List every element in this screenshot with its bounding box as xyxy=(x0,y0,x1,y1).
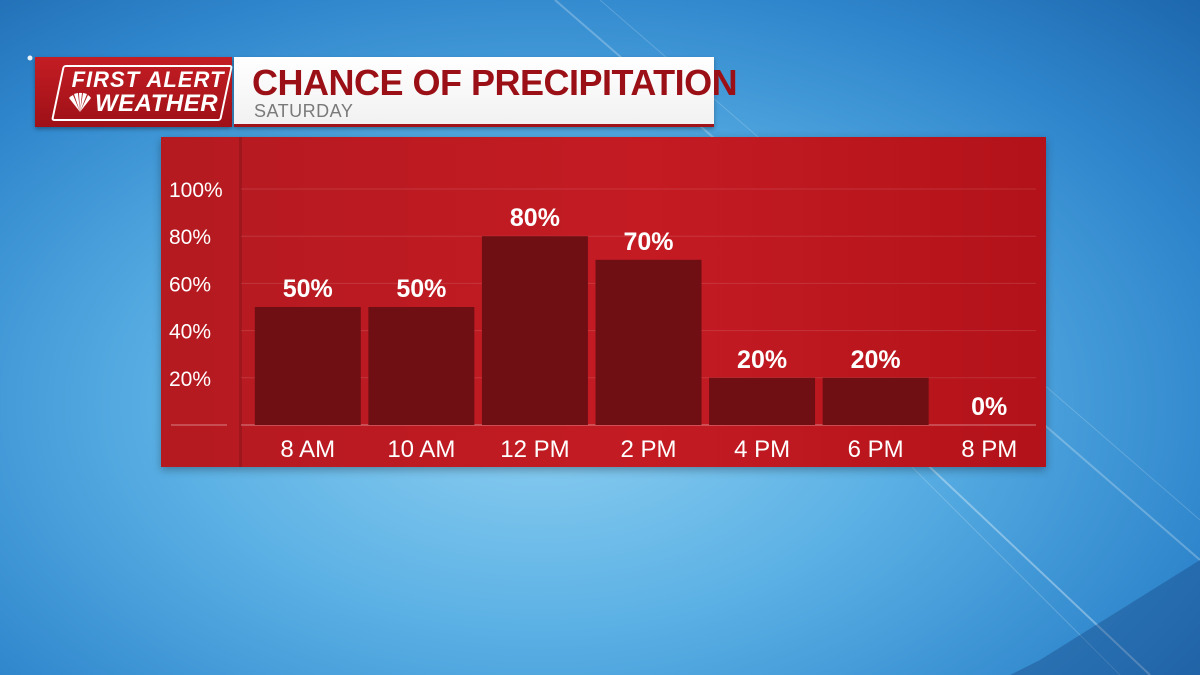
peacock-icon xyxy=(69,92,91,112)
data-label: 50% xyxy=(283,275,333,303)
precipitation-bar-chart: 20% 40% 60% 80% 100% 50% 8 AM 50% 10 AM 80% 12 PM 7… xyxy=(169,137,1036,467)
x-tick-label: 6 PM xyxy=(848,436,904,463)
x-tick-label: 8 AM xyxy=(280,436,335,463)
page-title: CHANCE OF PRECIPITATION xyxy=(252,62,738,103)
y-tick-label: 80% xyxy=(169,226,211,249)
bar xyxy=(595,259,702,425)
y-tick-label: 20% xyxy=(169,368,211,391)
logo-line1: FIRST ALERT xyxy=(71,67,225,92)
x-tick-label: 12 PM xyxy=(500,436,569,463)
y-tick-label: 40% xyxy=(169,321,211,344)
data-label: 20% xyxy=(851,346,901,374)
bar xyxy=(368,307,475,425)
x-tick-label: 4 PM xyxy=(734,436,790,463)
page-subtitle: SATURDAY xyxy=(254,101,354,121)
data-label: 70% xyxy=(623,228,673,256)
y-axis-divider xyxy=(239,137,242,467)
chart-panel: 20% 40% 60% 80% 100% 50% 8 AM 50% 10 AM 80% 12 PM 7… xyxy=(161,137,1046,467)
x-tick-label: 10 AM xyxy=(387,436,455,463)
logo-line2: WEATHER xyxy=(95,90,219,117)
data-label: 80% xyxy=(510,204,560,232)
y-tick-label: 60% xyxy=(169,273,211,296)
first-alert-weather-logo: FIRST ALERT WEATHER xyxy=(35,57,233,127)
x-tick-label: 2 PM xyxy=(620,436,676,463)
bar xyxy=(709,377,816,425)
title-box: CHANCE OF PRECIPITATION SATURDAY xyxy=(234,57,738,127)
data-label: 0% xyxy=(971,393,1007,421)
data-label: 20% xyxy=(737,346,787,374)
bar xyxy=(822,377,929,425)
bar xyxy=(254,307,361,425)
data-label: 50% xyxy=(396,275,446,303)
bar xyxy=(481,236,588,425)
y-tick-label: 100% xyxy=(169,179,223,202)
x-tick-label: 8 PM xyxy=(961,436,1017,463)
